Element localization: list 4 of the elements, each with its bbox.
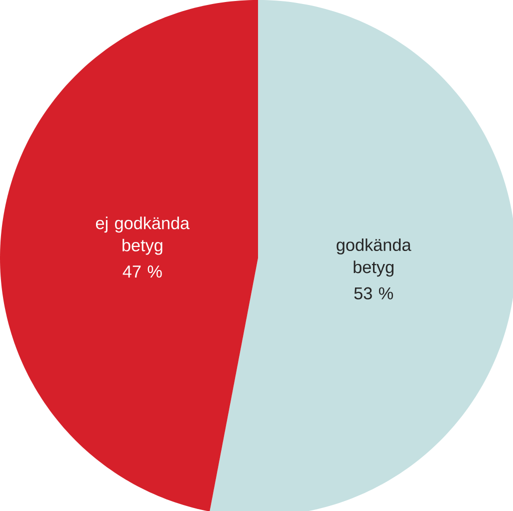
- data-label: 47 %: [122, 266, 162, 278]
- slice-label: ej godkända betyg: [96, 216, 190, 255]
- data-label: 53 %: [354, 287, 393, 300]
- slice-label: godkända betyg: [336, 238, 412, 277]
